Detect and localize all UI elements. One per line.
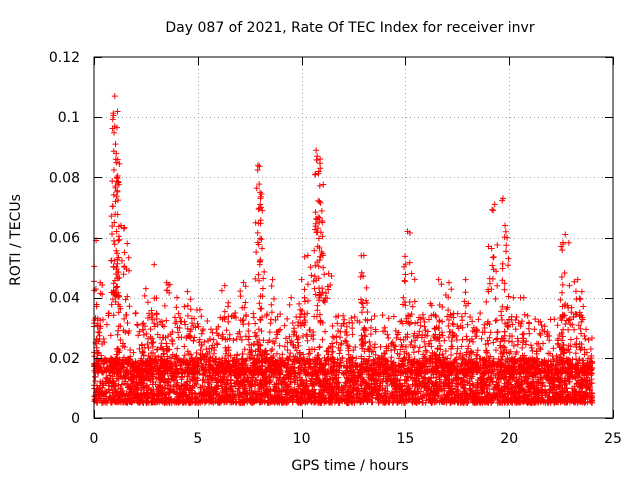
data-point (512, 316, 519, 323)
data-point (529, 347, 536, 354)
data-point (214, 341, 221, 348)
data-point (198, 330, 205, 337)
data-point (514, 335, 521, 342)
data-point (569, 356, 576, 363)
data-point (132, 310, 139, 317)
data-point (454, 310, 461, 317)
data-point (505, 338, 512, 345)
data-point (481, 321, 488, 328)
data-point (245, 320, 252, 327)
data-point (441, 337, 448, 344)
data-point (161, 323, 168, 330)
data-point (273, 335, 280, 342)
data-point (329, 348, 336, 355)
data-point (289, 320, 296, 327)
data-point (385, 315, 392, 322)
data-point (266, 329, 273, 336)
data-point (550, 345, 557, 352)
data-point (134, 321, 141, 328)
data-point (174, 345, 181, 352)
data-point (516, 373, 523, 380)
data-points (91, 93, 596, 406)
data-point (271, 340, 278, 347)
data-point (520, 330, 527, 337)
data-point (209, 329, 216, 336)
data-point (134, 322, 141, 329)
data-point (582, 335, 589, 342)
data-point (478, 335, 485, 342)
data-point (393, 334, 400, 341)
data-point (276, 342, 283, 349)
data-point (385, 334, 392, 341)
data-point (415, 348, 422, 355)
data-point (334, 320, 341, 327)
data-point (417, 322, 424, 329)
data-point (281, 322, 288, 329)
data-point (243, 385, 250, 392)
data-point (135, 332, 142, 339)
data-point (538, 322, 545, 329)
data-point (371, 312, 378, 319)
data-point (177, 314, 184, 321)
data-point (198, 313, 205, 320)
data-point (448, 352, 455, 359)
data-point (353, 355, 360, 362)
data-point (524, 312, 531, 319)
data-point (124, 319, 131, 326)
data-point (107, 332, 114, 339)
data-point (414, 319, 421, 326)
data-point (349, 331, 356, 338)
data-point (416, 344, 423, 351)
data-point (528, 344, 535, 351)
data-point (329, 323, 336, 330)
data-point (368, 316, 375, 323)
data-point (573, 356, 580, 363)
data-point (526, 330, 533, 337)
data-point (329, 333, 336, 340)
data-point (525, 325, 532, 332)
data-point (515, 338, 522, 345)
data-point (181, 343, 188, 350)
data-point (230, 337, 237, 344)
data-point (587, 346, 594, 353)
data-point (361, 326, 368, 333)
data-point (532, 316, 539, 323)
